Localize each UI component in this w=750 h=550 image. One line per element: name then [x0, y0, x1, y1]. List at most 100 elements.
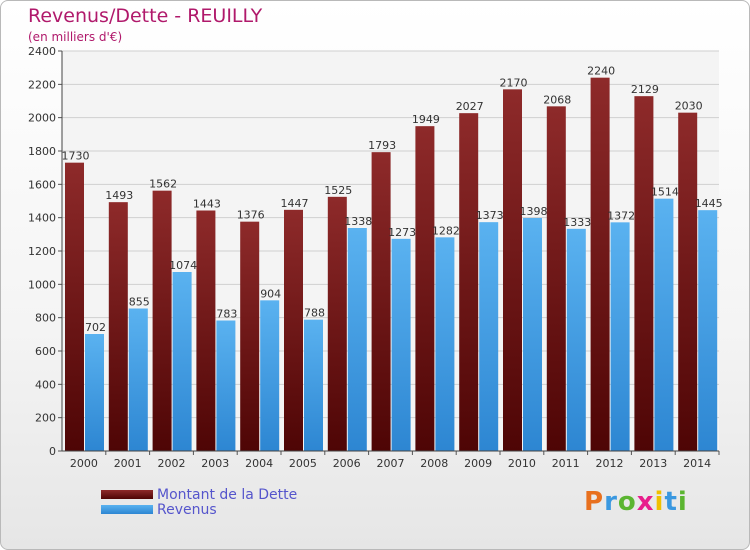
x-tick-label: 2004 — [245, 457, 273, 470]
proxiti-logo: Proxiti — [584, 487, 688, 517]
bar-revenus — [391, 238, 411, 451]
y-tick-label: 1600 — [28, 178, 56, 191]
data-label-dette: 2170 — [500, 76, 528, 89]
bar-dette — [503, 89, 522, 451]
data-label-revenus: 1445 — [695, 197, 723, 210]
chart-subtitle: (en milliers d'€) — [28, 30, 123, 44]
y-tick-label: 2000 — [28, 112, 56, 125]
data-label-dette: 1493 — [105, 189, 133, 202]
x-tick-label: 2000 — [70, 457, 98, 470]
legend-swatch-revenus — [101, 505, 153, 514]
bar-dette — [678, 112, 698, 452]
logo-letter: i — [654, 487, 665, 517]
y-tick-label: 0 — [49, 445, 56, 458]
legend-label-revenus: Revenus — [157, 501, 217, 518]
x-tick-label: 2002 — [158, 457, 186, 470]
logo-letter: o — [617, 487, 637, 517]
data-label-revenus: 1333 — [563, 216, 591, 229]
data-label-revenus: 1398 — [520, 205, 548, 218]
x-tick-label: 2013 — [639, 457, 667, 470]
y-tick-label: 1200 — [28, 245, 56, 258]
x-tick-label: 2001 — [114, 457, 142, 470]
data-label-revenus: 1514 — [651, 186, 679, 199]
data-label-revenus: 783 — [216, 308, 237, 321]
x-tick-label: 2007 — [377, 457, 405, 470]
y-tick-label: 1000 — [28, 278, 56, 291]
bar-revenus — [566, 228, 586, 451]
y-tick-label: 2400 — [28, 45, 56, 58]
y-tick-label: 600 — [35, 345, 56, 358]
x-tick-label: 2009 — [464, 457, 492, 470]
data-label-dette: 1447 — [281, 197, 309, 210]
bar-dette — [415, 126, 435, 452]
logo-letter: x — [636, 487, 655, 517]
y-tick-label: 800 — [35, 312, 56, 325]
bar-dette — [546, 106, 566, 451]
x-tick-label: 2012 — [596, 457, 624, 470]
bar-revenus — [435, 237, 455, 451]
data-label-dette: 1525 — [324, 184, 352, 197]
data-label-dette: 2027 — [456, 100, 484, 113]
bar-revenus — [85, 334, 104, 451]
logo-letter: P — [584, 487, 605, 517]
data-label-revenus: 1372 — [607, 209, 635, 222]
legend-swatch-dette — [101, 490, 153, 499]
data-label-dette: 1949 — [412, 113, 440, 126]
data-label-dette: 2129 — [631, 83, 659, 96]
bar-dette — [590, 77, 610, 452]
data-label-revenus: 1373 — [476, 209, 504, 222]
bar-revenus — [347, 228, 367, 451]
bar-dette — [240, 221, 260, 451]
legend-item-revenus: Revenus — [101, 501, 297, 518]
data-label-revenus: 702 — [85, 321, 106, 334]
chart-title: Revenus/Dette - REUILLY — [28, 5, 263, 27]
data-label-dette: 1376 — [237, 209, 265, 222]
data-label-dette: 1443 — [193, 198, 221, 211]
logo-letter: t — [664, 487, 678, 517]
bar-revenus — [304, 319, 323, 451]
bar-revenus — [216, 320, 236, 451]
legend-label-dette: Montant de la Dette — [157, 486, 298, 503]
y-tick-label: 1400 — [28, 212, 56, 225]
data-label-revenus: 1074 — [169, 259, 197, 272]
x-tick-label: 2010 — [508, 457, 536, 470]
data-label-revenus: 904 — [260, 287, 281, 300]
bar-revenus — [523, 218, 542, 451]
x-tick-label: 2006 — [333, 457, 361, 470]
bar-dette — [196, 210, 216, 451]
data-label-revenus: 788 — [304, 307, 325, 320]
y-tick-label: 2200 — [28, 78, 56, 91]
legend: Montant de la Dette Revenus — [101, 486, 298, 518]
bar-dette — [284, 209, 303, 451]
bar-dette — [634, 96, 654, 452]
data-label-dette: 2030 — [675, 100, 703, 113]
bar-revenus — [479, 222, 499, 451]
data-label-dette: 1793 — [368, 139, 396, 152]
bar-revenus — [610, 222, 630, 451]
x-tick-label: 2014 — [683, 457, 711, 470]
bar-dette — [108, 202, 128, 451]
bar-revenus — [128, 308, 148, 451]
x-tick-label: 2011 — [552, 457, 580, 470]
data-label-dette: 1562 — [149, 178, 177, 191]
bar-dette — [327, 196, 347, 451]
bar-dette — [459, 113, 479, 452]
data-label-dette: 1730 — [62, 150, 90, 163]
x-tick-label: 2008 — [420, 457, 448, 470]
bar-revenus — [654, 198, 674, 451]
bar-revenus — [260, 300, 280, 451]
x-tick-label: 2005 — [289, 457, 317, 470]
data-label-revenus: 1338 — [344, 215, 372, 228]
data-label-revenus: 1282 — [432, 224, 460, 237]
data-label-revenus: 855 — [129, 296, 150, 309]
bar-dette — [65, 162, 84, 451]
logo-letter: i — [677, 487, 688, 517]
bar-revenus — [172, 272, 192, 451]
y-tick-label: 1800 — [28, 145, 56, 158]
logo-letter: r — [604, 487, 618, 517]
bar-revenus — [698, 210, 718, 451]
y-tick-label: 400 — [35, 378, 56, 391]
data-label-dette: 2068 — [543, 93, 571, 106]
